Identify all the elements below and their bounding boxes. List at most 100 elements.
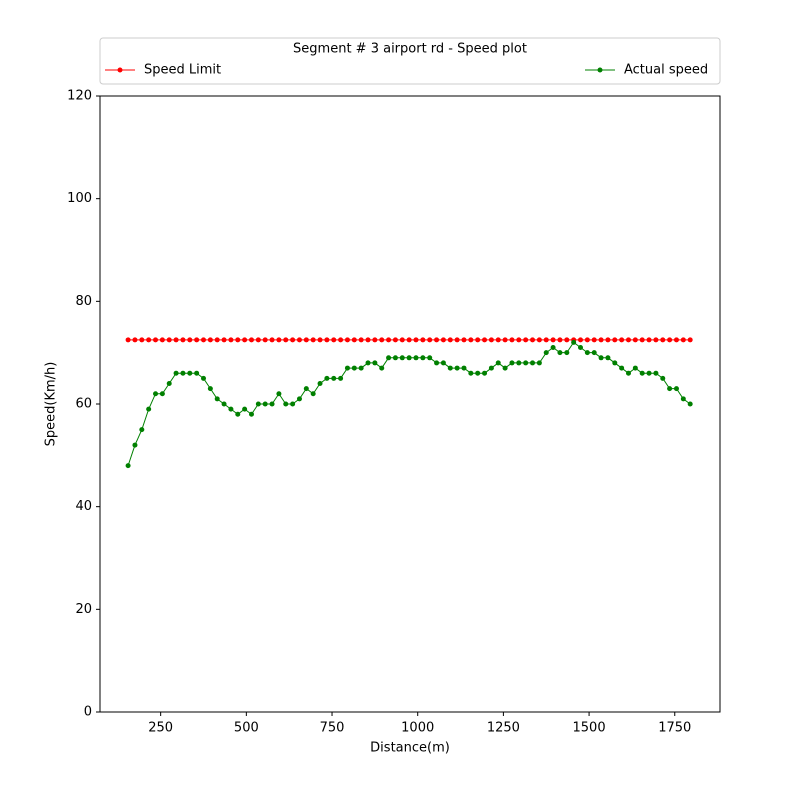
data-point <box>180 337 185 342</box>
data-point <box>516 360 521 365</box>
data-point <box>537 337 542 342</box>
data-point <box>667 337 672 342</box>
data-point <box>427 337 432 342</box>
data-point <box>530 360 535 365</box>
x-tick-label: 1500 <box>573 721 606 736</box>
data-point <box>612 337 617 342</box>
data-point <box>619 366 624 371</box>
data-point <box>153 391 158 396</box>
data-point <box>235 337 240 342</box>
data-point <box>160 391 165 396</box>
data-point <box>578 337 583 342</box>
data-point <box>647 371 652 376</box>
data-point <box>509 337 514 342</box>
data-point <box>276 391 281 396</box>
data-point <box>667 386 672 391</box>
x-tick-label: 1750 <box>658 721 691 736</box>
data-point <box>523 337 528 342</box>
data-point <box>379 337 384 342</box>
y-axis-label: Speed(Km/h) <box>44 362 59 447</box>
data-point <box>468 337 473 342</box>
data-point <box>400 337 405 342</box>
data-point <box>503 337 508 342</box>
data-point <box>393 355 398 360</box>
data-point <box>413 355 418 360</box>
data-point <box>578 345 583 350</box>
data-point <box>208 386 213 391</box>
data-point <box>132 337 137 342</box>
data-point <box>653 371 658 376</box>
data-point <box>386 337 391 342</box>
data-point <box>482 337 487 342</box>
data-point <box>263 337 268 342</box>
data-point <box>585 350 590 355</box>
data-point <box>489 337 494 342</box>
data-point <box>448 337 453 342</box>
data-point <box>352 366 357 371</box>
x-axis-label: Distance(m) <box>370 741 450 756</box>
data-point <box>297 337 302 342</box>
data-point <box>455 337 460 342</box>
data-point <box>407 337 412 342</box>
data-point <box>338 376 343 381</box>
data-point <box>366 360 371 365</box>
data-point <box>544 350 549 355</box>
data-point <box>242 407 247 412</box>
x-tick-label: 1000 <box>401 721 434 736</box>
data-point <box>605 355 610 360</box>
data-point <box>311 391 316 396</box>
data-point <box>263 402 268 407</box>
y-tick-label: 120 <box>67 89 92 104</box>
data-point <box>448 366 453 371</box>
y-tick-label: 40 <box>75 499 92 514</box>
data-point <box>174 371 179 376</box>
data-point <box>400 355 405 360</box>
data-point <box>249 337 254 342</box>
data-point <box>461 337 466 342</box>
data-point <box>249 412 254 417</box>
data-point <box>242 337 247 342</box>
data-point <box>345 366 350 371</box>
data-point <box>194 337 199 342</box>
data-point <box>235 412 240 417</box>
data-point <box>599 355 604 360</box>
data-point <box>366 337 371 342</box>
data-point <box>585 337 590 342</box>
data-point <box>612 360 617 365</box>
data-point <box>660 376 665 381</box>
data-point <box>599 337 604 342</box>
legend-marker <box>598 68 603 73</box>
legend-marker <box>118 68 123 73</box>
data-point <box>407 355 412 360</box>
data-point <box>674 386 679 391</box>
data-point <box>434 337 439 342</box>
data-point <box>208 337 213 342</box>
legend-label: Actual speed <box>624 63 708 78</box>
data-point <box>146 407 151 412</box>
data-point <box>688 337 693 342</box>
data-point <box>215 396 220 401</box>
data-point <box>605 337 610 342</box>
data-point <box>297 396 302 401</box>
data-point <box>551 345 556 350</box>
data-point <box>681 337 686 342</box>
data-point <box>516 337 521 342</box>
data-point <box>270 337 275 342</box>
data-point <box>537 360 542 365</box>
data-point <box>174 337 179 342</box>
data-point <box>420 355 425 360</box>
data-point <box>222 402 227 407</box>
data-point <box>503 366 508 371</box>
data-point <box>256 402 261 407</box>
data-point <box>592 350 597 355</box>
data-point <box>509 360 514 365</box>
data-point <box>283 337 288 342</box>
y-tick-label: 60 <box>75 397 92 412</box>
data-point <box>413 337 418 342</box>
data-point <box>167 337 172 342</box>
y-tick-label: 0 <box>84 705 92 720</box>
data-point <box>557 350 562 355</box>
data-point <box>530 337 535 342</box>
data-point <box>215 337 220 342</box>
